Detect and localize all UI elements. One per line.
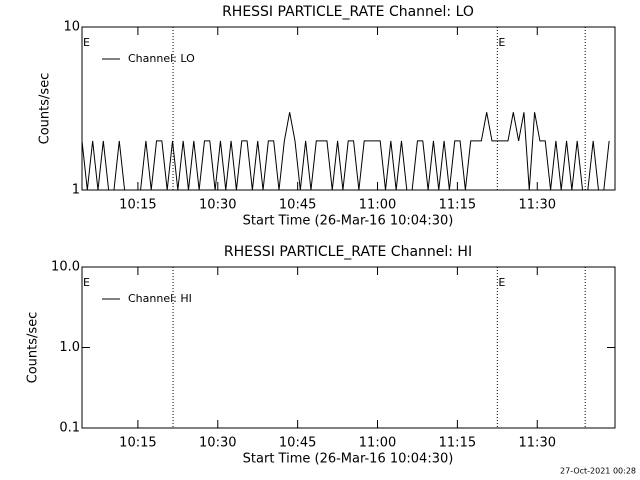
y-tick-label: 1.0 — [59, 340, 80, 355]
x-tick-label: 10:45 — [279, 198, 316, 213]
annotation: E — [83, 36, 90, 49]
x-tick-label: 10:30 — [199, 198, 236, 213]
x-tick-label: 10:15 — [119, 436, 156, 451]
legend-label: Channel: HI — [128, 292, 192, 305]
y-tick-label: 1 — [72, 183, 80, 198]
annotation: E — [498, 276, 505, 289]
x-axis-label: Start Time (26-Mar-16 10:04:30) — [243, 452, 454, 467]
x-tick-label: 10:45 — [279, 436, 316, 451]
legend-label: Channel: LO — [128, 52, 195, 65]
plot-frame — [81, 26, 616, 191]
y-axis-label: Counts/sec — [26, 312, 41, 384]
footer: 27-Oct-2021 00:28 — [560, 467, 636, 476]
chart-title: RHESSI PARTICLE_RATE Channel: HI — [224, 244, 472, 260]
x-axis-label: Start Time (26-Mar-16 10:04:30) — [243, 214, 454, 229]
x-tick-label: 10:15 — [119, 198, 156, 213]
x-tick-label: 11:15 — [439, 198, 476, 213]
x-tick-label: 11:30 — [519, 198, 556, 213]
annotation: E — [83, 276, 90, 289]
y-tick-label: 10 — [63, 20, 80, 35]
x-tick-label: 11:15 — [439, 436, 476, 451]
data-line — [81, 112, 610, 191]
x-tick-label: 11:30 — [519, 436, 556, 451]
x-tick-label: 11:00 — [359, 198, 396, 213]
y-axis-label: Counts/sec — [38, 73, 53, 145]
annotation: E — [498, 36, 505, 49]
y-tick-label: 10.0 — [51, 260, 80, 275]
x-tick-label: 10:30 — [199, 436, 236, 451]
chart-title: RHESSI PARTICLE_RATE Channel: LO — [222, 4, 474, 20]
y-tick-label: 0.1 — [59, 421, 80, 436]
x-tick-label: 11:00 — [359, 436, 396, 451]
